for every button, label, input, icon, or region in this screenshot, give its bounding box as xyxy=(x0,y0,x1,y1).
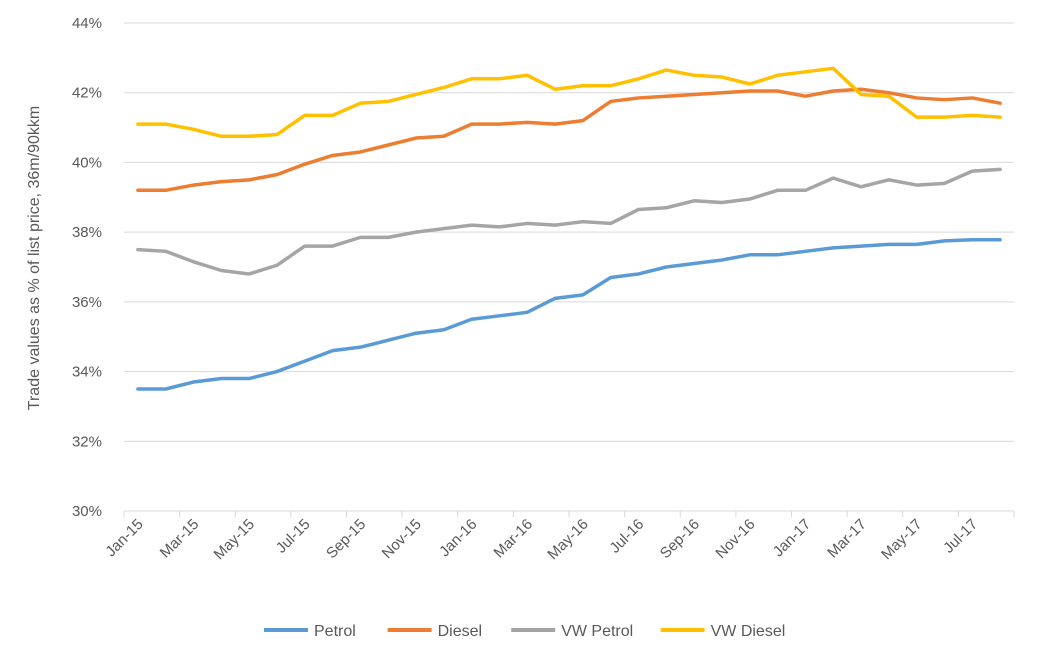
legend-item-vw-petrol: VW Petrol xyxy=(511,623,633,640)
series-line-petrol xyxy=(136,238,1002,391)
legend-label: VW Petrol xyxy=(561,623,633,640)
legend-label: Petrol xyxy=(314,623,356,640)
series-line-vw-petrol xyxy=(136,167,1002,276)
x-tick-label: May-15 xyxy=(211,516,258,563)
legend-label: VW Diesel xyxy=(711,623,786,640)
series-line-diesel xyxy=(136,87,1002,193)
x-axis-tick-labels: Jan-15 Mar-15 May-15 Jul-15 Sep-15 Nov-15 Jan-… xyxy=(102,516,981,563)
y-tick-label: 44% xyxy=(72,15,102,32)
x-tick-label: Mar-16 xyxy=(490,516,536,562)
x-tick-label: May-16 xyxy=(544,516,591,563)
legend-item-petrol: Petrol xyxy=(264,623,356,640)
x-tick-label: Nov-16 xyxy=(712,516,758,562)
y-tick-label: 42% xyxy=(72,85,102,102)
legend: Petrol Diesel VW Petrol VW Diesel xyxy=(264,623,785,640)
x-tick-label: Sep-15 xyxy=(323,516,369,562)
x-tick-label: May-17 xyxy=(878,516,925,563)
x-tick-label: Jul-15 xyxy=(273,516,314,557)
x-tick-label: Jul-16 xyxy=(606,516,647,557)
legend-item-vw-diesel: VW Diesel xyxy=(660,623,786,640)
legend-item-diesel: Diesel xyxy=(387,623,482,640)
y-axis-tick-labels: 30% 32% 34% 36% 38% 40% 42% 44% xyxy=(72,15,102,520)
x-tick-label: Sep-16 xyxy=(657,516,703,562)
y-tick-label: 34% xyxy=(72,364,102,381)
x-tick-label: Jan-16 xyxy=(436,516,480,560)
series-lines xyxy=(136,66,1002,391)
y-tick-label: 40% xyxy=(72,154,102,171)
y-tick-label: 36% xyxy=(72,294,102,311)
x-tick-label: Jul-17 xyxy=(940,516,981,557)
x-tick-label: Mar-15 xyxy=(157,516,203,562)
legend-label: Diesel xyxy=(438,623,482,640)
y-axis-title: Trade values as % of list price, 36m/90k… xyxy=(26,106,43,410)
y-tick-label: 30% xyxy=(72,503,102,520)
x-tick-label: Mar-17 xyxy=(824,516,870,562)
x-tick-label: Jan-15 xyxy=(102,516,146,560)
x-tick-label: Jan-17 xyxy=(770,516,814,560)
y-tick-label: 38% xyxy=(72,224,102,241)
y-tick-label: 32% xyxy=(72,433,102,450)
series-line-vw-diesel xyxy=(136,66,1002,139)
x-tick-label: Nov-15 xyxy=(379,516,425,562)
axes xyxy=(123,510,1015,517)
